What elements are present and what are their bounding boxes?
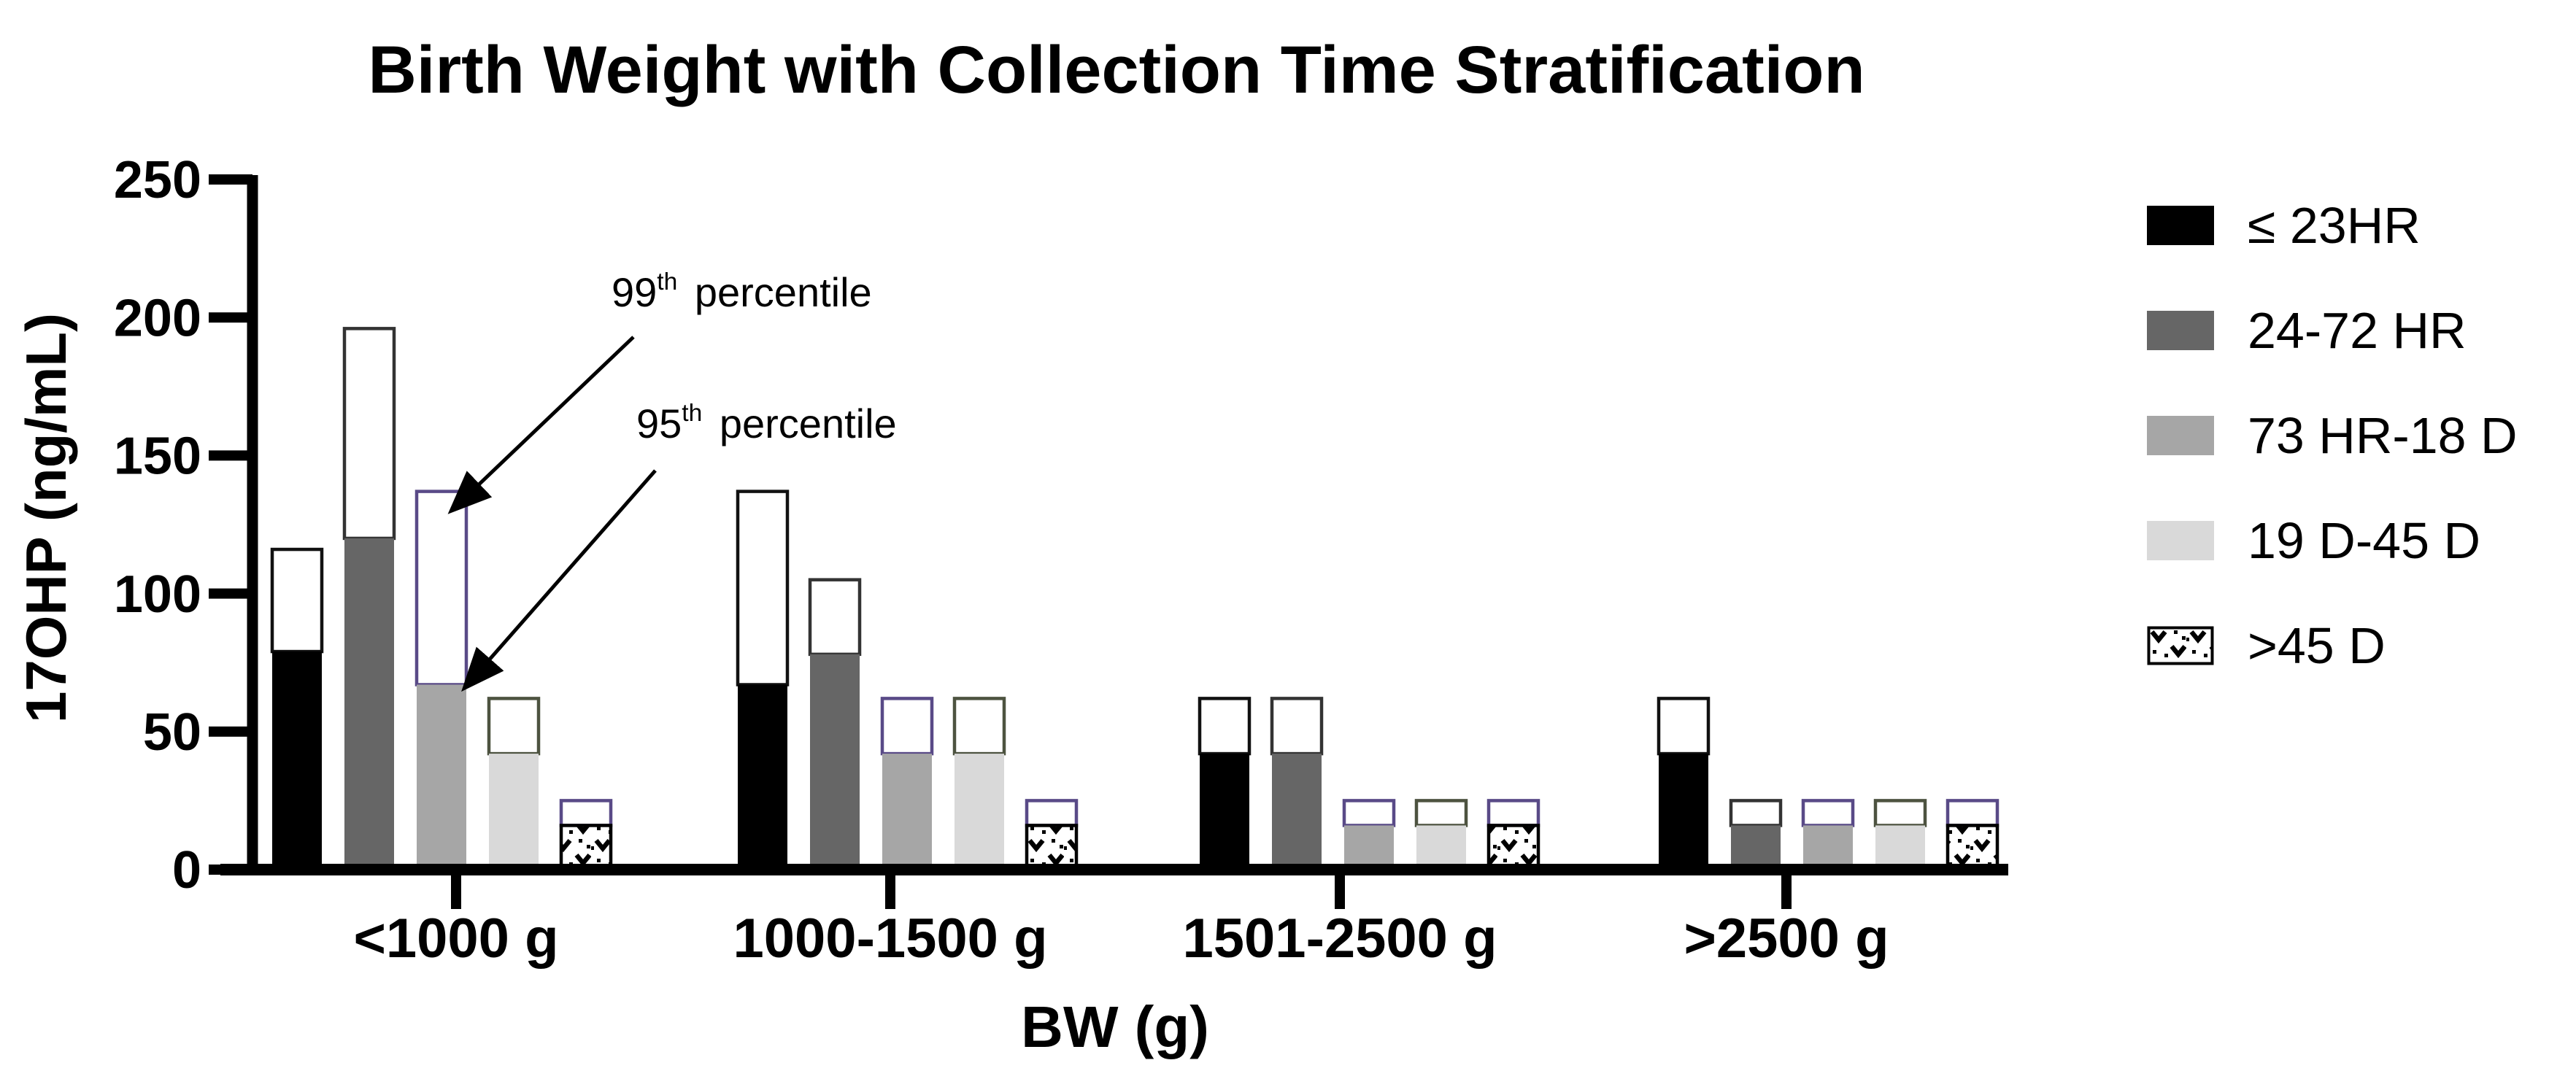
bar-2-cat-2-p95-fill: [1344, 825, 1394, 870]
legend-label-le23hr: ≤ 23HR: [2248, 197, 2421, 254]
bar-0-cat-0-p95-fill: [272, 651, 322, 870]
bar-0-cat-2-p99-outline: [1198, 697, 1252, 756]
bar-3-cat-0-p99-outline: [487, 697, 541, 756]
bar-1-cat-1-p95-fill: [810, 654, 860, 870]
legend-label-73hr-18d: 73 HR-18 D: [2248, 407, 2518, 464]
bar-2-cat-0-p95-fill: [417, 684, 466, 870]
y-tick-label-0: 0: [172, 841, 201, 900]
legend-item-19d-45d: 19 D-45 D: [2147, 488, 2518, 593]
bar-1-cat-0-p95-fill: [344, 538, 394, 870]
legend-item-73hr-18d: 73 HR-18 D: [2147, 383, 2518, 488]
chart-title: Birth Weight with Collection Time Strati…: [368, 33, 1865, 107]
bar-1-cat-2-p99-outline: [1270, 697, 1324, 756]
y-tick-label-200: 200: [114, 289, 201, 347]
annotation-95-number: 95: [636, 401, 682, 446]
legend-item-24-72hr: 24-72 HR: [2147, 278, 2518, 383]
x-tick-1: [885, 875, 895, 909]
bar-2-cat-1-p99-outline: [880, 697, 934, 756]
bar-1-cat-3-p99-outline: [1729, 799, 1783, 827]
y-tick-150: [209, 450, 252, 461]
bar-4-cat-3-p99-outline: [1946, 799, 2000, 827]
annotation-95-superscript: th: [682, 399, 703, 427]
y-tick-250: [209, 174, 252, 185]
x-category-label-2: 1501-2500 g: [1183, 908, 1497, 970]
annotation-95-text: percentile: [708, 401, 897, 446]
y-tick-100: [209, 588, 252, 599]
bar-2-cat-2-p99-outline: [1342, 799, 1396, 827]
annotation-arrow-99th: [447, 336, 635, 514]
bar-3-cat-0-p95-fill: [489, 754, 539, 870]
x-tick-2: [1335, 875, 1345, 909]
bar-3-cat-2-p99-outline: [1414, 799, 1468, 827]
legend-item-gt45d: >45 D: [2147, 593, 2518, 698]
legend-item-le23hr: ≤ 23HR: [2147, 173, 2518, 278]
annotation-95th-percentile: 95th percentile: [636, 400, 897, 447]
annotation-99-superscript: th: [657, 268, 678, 295]
bar-4-cat-3-p95-fill: [1946, 824, 2000, 872]
bar-2-cat-0-p99-outline: [414, 490, 468, 687]
legend-label-19d-45d: 19 D-45 D: [2248, 512, 2481, 569]
bar-4-cat-0-p95-fill: [559, 824, 613, 872]
bar-4-cat-2-p99-outline: [1486, 799, 1540, 827]
annotation-99-number: 99: [612, 269, 658, 315]
bar-4-cat-0-p99-outline: [559, 799, 613, 827]
x-axis-line: [220, 864, 2008, 875]
annotation-99-text: percentile: [683, 269, 872, 315]
bar-3-cat-1-p95-fill: [955, 754, 1004, 870]
x-category-label-3: >2500 g: [1684, 908, 1889, 970]
x-tick-3: [1781, 875, 1792, 909]
bar-0-cat-2-p95-fill: [1200, 754, 1249, 870]
bar-1-cat-2-p95-fill: [1272, 754, 1322, 870]
annotation-arrow-95th: [461, 469, 657, 692]
x-category-label-1: 1000-1500 g: [733, 908, 1048, 970]
legend-label-24-72hr: 24-72 HR: [2248, 302, 2467, 359]
y-axis-line: [247, 175, 258, 875]
legend: ≤ 23HR 24-72 HR 73 HR-18 D 19 D-45 D >45…: [2147, 173, 2518, 698]
legend-swatch-19d-45d: [2147, 521, 2214, 560]
annotation-99th-percentile: 99th percentile: [612, 268, 872, 316]
y-tick-200: [209, 312, 252, 323]
bar-4-cat-1-p99-outline: [1025, 799, 1079, 827]
bar-2-cat-1-p95-fill: [882, 754, 932, 870]
bar-4-cat-1-p95-fill: [1025, 824, 1079, 872]
bar-0-cat-0-p99-outline: [270, 547, 324, 654]
bar-3-cat-3-p95-fill: [1875, 825, 1925, 870]
y-tick-label-250: 250: [114, 151, 201, 209]
bar-2-cat-3-p99-outline: [1801, 799, 1855, 827]
bar-3-cat-2-p95-fill: [1416, 825, 1466, 870]
bar-1-cat-0-p99-outline: [342, 327, 396, 541]
legend-swatch-73hr-18d: [2147, 416, 2214, 455]
bar-3-cat-1-p99-outline: [952, 697, 1006, 756]
y-tick-label-100: 100: [114, 565, 201, 624]
bar-4-cat-2-p95-fill: [1486, 824, 1540, 872]
x-tick-0: [451, 875, 461, 909]
bar-0-cat-1-p95-fill: [738, 684, 787, 870]
y-tick-0: [209, 865, 252, 875]
bar-1-cat-3-p95-fill: [1731, 825, 1781, 870]
bar-0-cat-3-p99-outline: [1657, 697, 1711, 756]
legend-swatch-24-72hr: [2147, 311, 2214, 350]
x-category-label-0: <1000 g: [354, 908, 559, 970]
x-axis-title: BW (g): [1021, 994, 1209, 1059]
y-tick-label-150: 150: [114, 428, 201, 486]
y-tick-50: [209, 726, 252, 737]
legend-swatch-pattern-svg: [2147, 626, 2214, 665]
legend-label-gt45d: >45 D: [2248, 617, 2386, 674]
bar-0-cat-1-p99-outline: [736, 490, 790, 687]
bar-3-cat-3-p99-outline: [1873, 799, 1927, 827]
bar-0-cat-3-p95-fill: [1659, 754, 1708, 870]
bar-2-cat-3-p95-fill: [1803, 825, 1853, 870]
legend-swatch-gt45d: [2147, 626, 2214, 665]
legend-swatch-le23hr: [2147, 206, 2214, 245]
y-tick-label-50: 50: [143, 703, 201, 762]
bar-1-cat-1-p99-outline: [808, 578, 862, 657]
